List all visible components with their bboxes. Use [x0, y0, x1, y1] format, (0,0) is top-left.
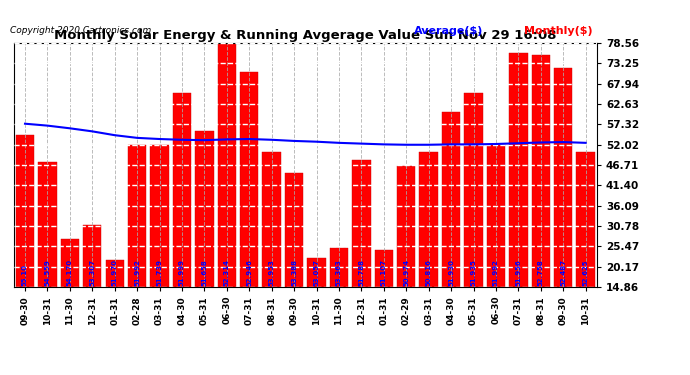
Bar [375, 250, 393, 287]
Text: 52.946: 52.946 [246, 259, 253, 286]
Bar [16, 135, 34, 287]
Bar [240, 72, 259, 287]
Bar [464, 93, 483, 287]
Bar [352, 160, 371, 287]
Bar [509, 53, 528, 287]
Text: 52.487: 52.487 [560, 259, 566, 286]
Title: Monthly Solar Energy & Running Avgerage Value Sun Nov 29 16:08: Monthly Solar Energy & Running Avgerage … [54, 29, 557, 42]
Text: 51.999: 51.999 [179, 259, 185, 286]
Text: 52.758: 52.758 [538, 259, 544, 286]
Text: 51.992: 51.992 [134, 259, 140, 286]
Text: 50.974: 50.974 [403, 259, 409, 286]
Bar [554, 68, 573, 287]
Bar [150, 145, 169, 287]
Text: 51.956: 51.956 [515, 259, 522, 286]
Text: 53.057: 53.057 [313, 259, 319, 286]
Bar [531, 55, 550, 287]
Text: 50.816: 50.816 [426, 259, 432, 286]
Text: 51.935: 51.935 [471, 259, 477, 286]
Bar [128, 145, 146, 287]
Text: 52.314: 52.314 [224, 259, 230, 286]
Text: 51.107: 51.107 [381, 259, 387, 286]
Text: Average($): Average($) [414, 26, 484, 36]
Bar [262, 152, 281, 287]
Bar [195, 131, 214, 287]
Text: 51.970: 51.970 [112, 259, 118, 286]
Text: 51.658: 51.658 [201, 259, 208, 286]
Text: 53.307: 53.307 [89, 259, 95, 286]
Text: Copyright 2020 Cartronics.com: Copyright 2020 Cartronics.com [10, 26, 152, 35]
Text: 51.992: 51.992 [493, 259, 499, 286]
Bar [217, 42, 236, 287]
Bar [420, 152, 438, 287]
Bar [397, 166, 415, 287]
Text: 53.388: 53.388 [291, 259, 297, 286]
Text: 53.363: 53.363 [336, 259, 342, 286]
Text: 51.788: 51.788 [358, 259, 364, 286]
Bar [285, 174, 304, 287]
Text: 54.559: 54.559 [44, 259, 50, 286]
Bar [307, 258, 326, 287]
Bar [330, 248, 348, 287]
Bar [486, 145, 505, 287]
Text: 51.930: 51.930 [448, 259, 454, 286]
Bar [61, 238, 79, 287]
Text: 52.625: 52.625 [582, 259, 589, 286]
Text: 54.170: 54.170 [67, 259, 73, 286]
Bar [576, 152, 595, 287]
Bar [38, 162, 57, 287]
Bar [442, 112, 460, 287]
Text: 53.953: 53.953 [268, 259, 275, 286]
Text: 55.10: 55.10 [22, 264, 28, 286]
Bar [83, 225, 101, 287]
Bar [106, 260, 124, 287]
Text: 51.739: 51.739 [157, 259, 163, 286]
Bar [172, 93, 191, 287]
Text: Monthly($): Monthly($) [524, 26, 593, 36]
